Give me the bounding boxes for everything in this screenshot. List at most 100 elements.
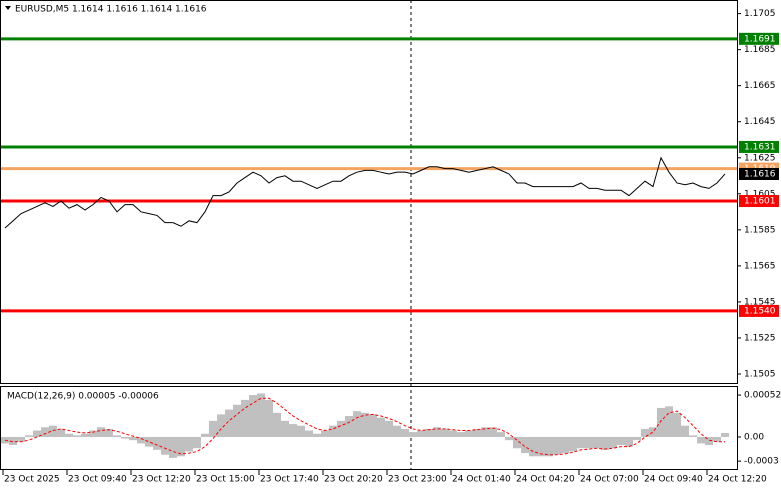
signal-line <box>4 397 725 456</box>
macd-bar <box>409 432 417 437</box>
level-label-box <box>739 304 779 317</box>
macd-bar <box>273 412 281 437</box>
macd-bar <box>161 436 169 455</box>
macd-bar <box>241 399 249 437</box>
macd-bar <box>145 436 153 447</box>
y-tick-label: -0.0003 <box>744 457 779 467</box>
menu-triangle[interactable] <box>5 6 11 10</box>
macd-bar <box>105 428 113 437</box>
macd-bar <box>337 420 345 437</box>
macd-bar <box>449 430 457 437</box>
macd-bar <box>137 436 145 444</box>
level-label-box <box>739 195 779 208</box>
x-tick-label: 24 Oct 04:20 <box>516 475 575 485</box>
macd-bar <box>289 424 297 437</box>
macd-bar <box>425 428 433 437</box>
macd-bar <box>689 435 697 437</box>
macd-bar <box>545 436 553 457</box>
y-tick-label: 1.1565 <box>744 261 776 271</box>
macd-bar <box>385 420 393 437</box>
y-tick-label: 0.00 <box>744 432 764 442</box>
macd-bar <box>177 436 185 457</box>
x-tick-label: 23 Oct 20:20 <box>324 475 383 485</box>
macd-bar <box>345 416 353 437</box>
macd-bar <box>665 406 673 437</box>
macd-bar <box>529 436 537 457</box>
plot-layer <box>1 37 737 458</box>
level-label-box <box>739 140 779 153</box>
macd-bar <box>521 436 529 454</box>
x-tick-label: 23 Oct 15:00 <box>196 475 255 485</box>
macd-bar <box>465 430 473 437</box>
x-tick-label: 23 Oct 09:40 <box>68 475 127 485</box>
macd-bar <box>57 428 65 437</box>
macd-bar <box>313 433 321 437</box>
macd-bar <box>641 428 649 437</box>
macd-bar <box>25 435 33 437</box>
macd-bar <box>633 436 641 441</box>
y-tick-label: 1.1665 <box>744 81 776 91</box>
macd-bar <box>321 430 329 437</box>
x-tick-label: 23 Oct 17:40 <box>260 475 319 485</box>
macd-bar <box>609 436 617 449</box>
macd-bar <box>73 435 81 437</box>
macd-bar <box>113 435 121 437</box>
x-tick-label: 23 Oct 12:20 <box>132 475 191 485</box>
macd-bar <box>257 393 265 437</box>
macd-bar <box>497 432 505 437</box>
y-tick-label: 1.1525 <box>744 333 776 343</box>
y-tick-label: 1.1505 <box>744 369 776 379</box>
level-label: 1.1601 <box>744 197 776 207</box>
macd-bar <box>649 427 657 437</box>
price-frame <box>0 0 738 384</box>
macd-bar <box>705 436 713 446</box>
macd-bar <box>369 414 377 437</box>
level-label: 1.1631 <box>744 142 776 152</box>
macd-bar <box>201 433 209 437</box>
macd-bar <box>33 430 41 437</box>
macd-bar <box>297 425 305 437</box>
y-tick-label: 1.1645 <box>744 117 776 127</box>
macd-bar <box>561 436 569 454</box>
macd-bar <box>713 436 721 442</box>
macd-bar <box>433 427 441 437</box>
level-label-box <box>739 32 779 45</box>
y-tick-label: 1.1705 <box>744 9 776 19</box>
chart-title: EURUSD,M5 1.1614 1.1616 1.1614 1.1616 <box>15 5 207 15</box>
macd-bar <box>305 430 313 437</box>
macd-bar <box>569 436 577 452</box>
macd-bar <box>577 436 585 449</box>
y-tick-label: 0.00052 <box>744 391 781 401</box>
macd-bar <box>281 420 289 437</box>
macd-bar <box>249 395 257 437</box>
macd-bar <box>89 430 97 437</box>
macd-bar <box>417 430 425 437</box>
macd-frame <box>0 386 738 470</box>
macd-bar <box>209 420 217 437</box>
macd-bar <box>49 425 57 437</box>
x-tick-label: 23 Oct 23:00 <box>388 475 447 485</box>
macd-bar <box>65 433 73 437</box>
macd-bar <box>9 436 17 446</box>
macd-bar <box>697 436 705 444</box>
macd-bar <box>225 409 233 437</box>
x-tick-label: 24 Oct 09:40 <box>644 475 703 485</box>
macd-bar <box>625 436 633 447</box>
y-tick-label: 1.1605 <box>744 189 776 199</box>
macd-bar <box>233 404 241 437</box>
level-label: 1.1540 <box>744 306 776 316</box>
macd-bar <box>513 436 521 449</box>
macd-bar <box>537 436 545 457</box>
macd-bar <box>393 425 401 437</box>
x-tick-label: 23 Oct 2025 <box>4 475 60 485</box>
x-tick-label: 24 Oct 07:00 <box>580 475 639 485</box>
macd-bar <box>169 436 177 458</box>
macd-bar <box>121 436 129 439</box>
macd-bar <box>97 427 105 437</box>
macd-bar <box>457 432 465 437</box>
macd-bar <box>377 417 385 437</box>
macd-bar <box>481 427 489 437</box>
macd-bar <box>681 425 689 437</box>
y-tick-label: 1.1685 <box>744 45 776 55</box>
